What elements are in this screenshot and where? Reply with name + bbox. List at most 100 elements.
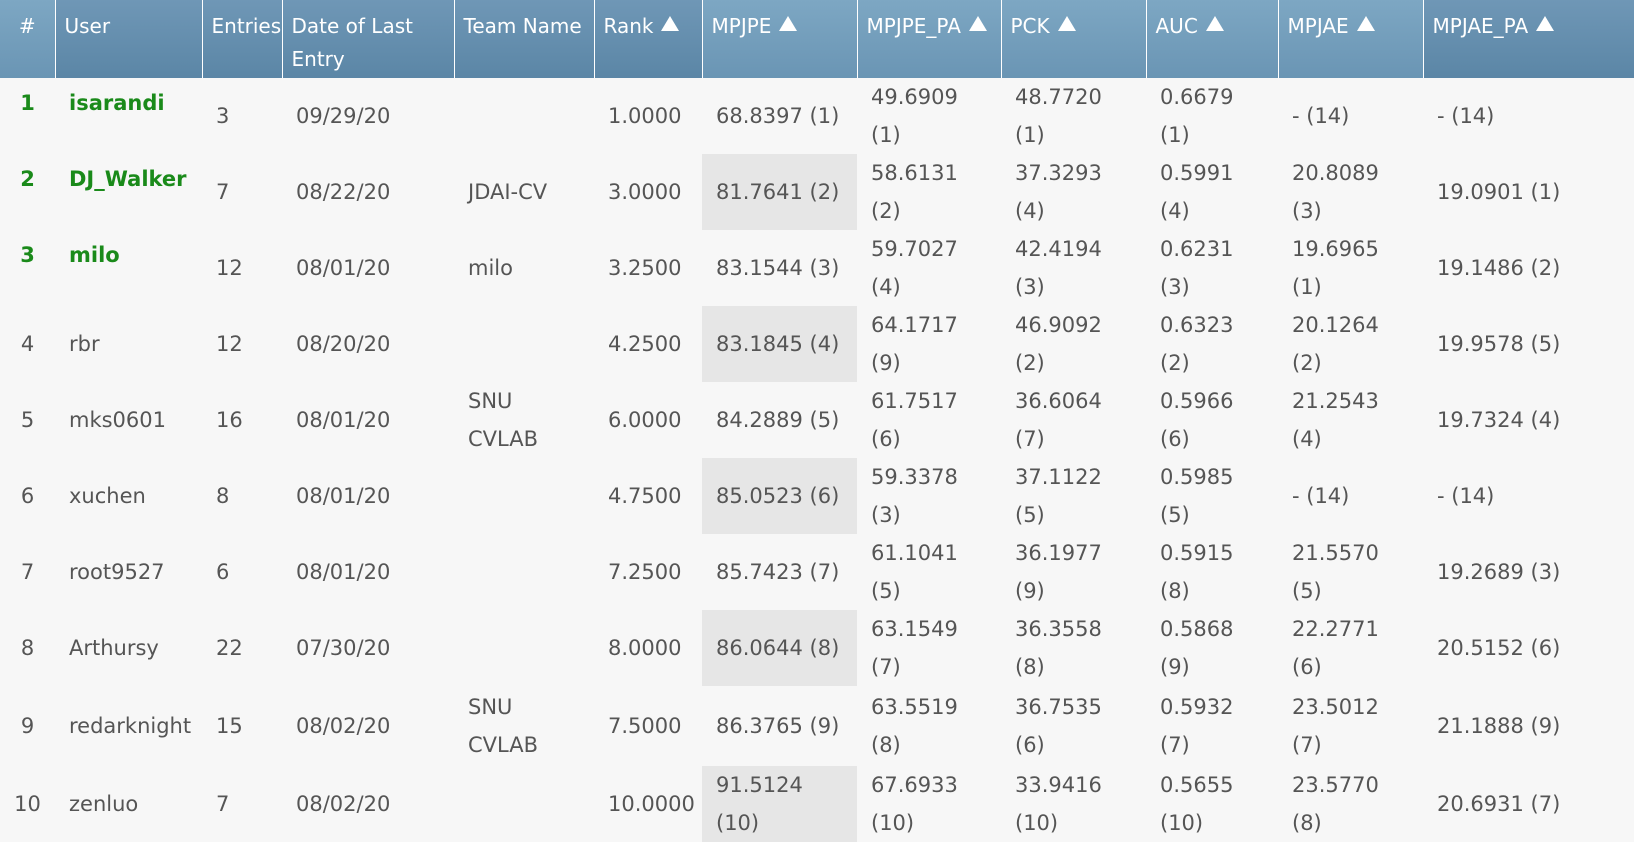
cell-mpjpe-pa: 59.3378 (3) bbox=[871, 465, 958, 527]
cell-mpjpe: 81.7641 (2) bbox=[702, 154, 857, 230]
sort-ascending-icon[interactable] bbox=[661, 16, 680, 31]
cell-user[interactable]: root9527 bbox=[69, 560, 165, 584]
column-header-label: MPJAE bbox=[1287, 14, 1349, 38]
cell-mpjae-pa: 19.0901 (1) bbox=[1437, 180, 1561, 204]
cell-team bbox=[454, 534, 594, 610]
cell-user[interactable]: Arthursy bbox=[69, 636, 159, 660]
column-header-label: MPJPE_PA bbox=[866, 14, 961, 38]
table-row[interactable]: 9 redarknight 15 08/02/20 SNU CVLAB 7.5000 86.… bbox=[0, 686, 1634, 766]
cell-entries: 6 bbox=[216, 560, 230, 584]
cell-mpjpe: 85.7423 (7) bbox=[716, 560, 840, 584]
cell-mpjae-pa: 19.7324 (4) bbox=[1437, 408, 1561, 432]
cell-rank: 6.0000 bbox=[608, 408, 682, 432]
cell-mpjae-pa: 21.1888 (9) bbox=[1437, 714, 1561, 738]
column-header-auc[interactable]: AUC bbox=[1146, 0, 1279, 78]
cell-mpjpe-pa: 49.6909 (1) bbox=[871, 85, 958, 147]
table-row[interactable]: 4 rbr 12 08/20/20 4.2500 83.1845 (4) 64.1717 (… bbox=[0, 306, 1634, 382]
cell-entries: 15 bbox=[216, 714, 243, 738]
table-row[interactable]: 3 milo 12 08/01/20 milo 3.2500 83.1544 (3) 59.7… bbox=[0, 230, 1634, 306]
table-row[interactable]: 8 Arthursy 22 07/30/20 8.0000 86.0644 (8) 63.1… bbox=[0, 610, 1634, 686]
sort-ascending-icon[interactable] bbox=[779, 16, 798, 31]
cell-mpjpe: 85.0523 (6) bbox=[702, 458, 857, 534]
cell-mpjae-pa: - (14) bbox=[1437, 484, 1495, 508]
sort-ascending-icon[interactable] bbox=[968, 16, 987, 31]
cell-entries: 12 bbox=[216, 332, 243, 356]
cell-num: 5 bbox=[20, 408, 35, 432]
cell-team bbox=[454, 766, 594, 842]
sort-ascending-icon[interactable] bbox=[1536, 16, 1555, 31]
cell-mpjpe-pa: 61.7517 (6) bbox=[871, 389, 958, 451]
cell-mpjae-pa: 20.5152 (6) bbox=[1437, 636, 1561, 660]
column-header-label: Team Name bbox=[463, 14, 582, 38]
cell-entries: 3 bbox=[216, 104, 230, 128]
column-header-label: Rank bbox=[603, 14, 654, 38]
cell-team: milo bbox=[468, 256, 513, 280]
cell-mpjae-pa: 20.6931 (7) bbox=[1437, 792, 1561, 816]
table-row[interactable]: 1 isarandi 3 09/29/20 1.0000 68.8397 (1) 49.69… bbox=[0, 78, 1634, 154]
cell-auc: 0.5991 (4) bbox=[1160, 161, 1234, 223]
column-header-rank[interactable]: Rank bbox=[594, 0, 703, 78]
cell-mpjae: 21.5570 (5) bbox=[1292, 541, 1379, 603]
table-row[interactable]: 6 xuchen 8 08/01/20 4.7500 85.0523 (6) 59.3378… bbox=[0, 458, 1634, 534]
table-body: 1 isarandi 3 09/29/20 1.0000 68.8397 (1) 49.69… bbox=[0, 78, 1634, 842]
cell-entries: 7 bbox=[216, 792, 230, 816]
cell-auc: 0.5966 (6) bbox=[1160, 389, 1234, 451]
table-row[interactable]: 2 DJ_Walker 7 08/22/20 JDAI-CV 3.0000 81.7641 … bbox=[0, 154, 1634, 230]
column-header-pck[interactable]: PCK bbox=[1001, 0, 1147, 78]
cell-team bbox=[454, 458, 594, 534]
cell-rank: 3.0000 bbox=[608, 180, 682, 204]
cell-mpjae: 23.5770 (8) bbox=[1292, 773, 1379, 835]
table-row[interactable]: 7 root9527 6 08/01/20 7.2500 85.7423 (7) 61.10… bbox=[0, 534, 1634, 610]
cell-pck: 48.7720 (1) bbox=[1015, 85, 1102, 147]
cell-entries: 8 bbox=[216, 484, 230, 508]
cell-pck: 36.1977 (9) bbox=[1015, 541, 1102, 603]
cell-user[interactable]: redarknight bbox=[69, 714, 192, 738]
cell-entries: 16 bbox=[216, 408, 243, 432]
cell-mpjpe: 68.8397 (1) bbox=[716, 104, 840, 128]
cell-date: 08/20/20 bbox=[296, 332, 391, 356]
cell-auc: 0.5915 (8) bbox=[1160, 541, 1234, 603]
cell-user[interactable]: zenluo bbox=[69, 792, 139, 816]
cell-auc: 0.5985 (5) bbox=[1160, 465, 1234, 527]
cell-mpjpe-pa: 63.1549 (7) bbox=[871, 617, 958, 679]
cell-user[interactable]: milo bbox=[69, 243, 120, 267]
column-header-label: MPJAE_PA bbox=[1432, 14, 1529, 38]
cell-entries: 22 bbox=[216, 636, 243, 660]
cell-entries: 7 bbox=[216, 180, 230, 204]
column-header-mpjpe[interactable]: MPJPE bbox=[702, 0, 858, 78]
cell-user[interactable]: isarandi bbox=[69, 91, 165, 115]
cell-user[interactable]: xuchen bbox=[69, 484, 146, 508]
cell-mpjae-pa: 19.1486 (2) bbox=[1437, 256, 1561, 280]
sort-ascending-icon[interactable] bbox=[1205, 16, 1224, 31]
sort-ascending-icon[interactable] bbox=[1057, 16, 1076, 31]
cell-team: SNU CVLAB bbox=[468, 389, 538, 451]
cell-user[interactable]: DJ_Walker bbox=[69, 167, 187, 191]
cell-team bbox=[454, 78, 594, 154]
cell-num: 7 bbox=[20, 560, 35, 584]
cell-mpjpe-pa: 63.5519 (8) bbox=[871, 695, 958, 757]
cell-date: 08/01/20 bbox=[296, 408, 391, 432]
column-header-label: Date of Last Entry bbox=[291, 14, 413, 71]
column-header-mpjae[interactable]: MPJAE bbox=[1278, 0, 1424, 78]
cell-auc: 0.5932 (7) bbox=[1160, 695, 1234, 757]
cell-rank: 8.0000 bbox=[608, 636, 682, 660]
cell-auc: 0.5868 (9) bbox=[1160, 617, 1234, 679]
cell-date: 08/02/20 bbox=[296, 714, 391, 738]
cell-mpjpe: 86.3765 (9) bbox=[716, 714, 840, 738]
cell-user[interactable]: mks0601 bbox=[69, 408, 167, 432]
cell-pck: 42.4194 (3) bbox=[1015, 237, 1102, 299]
cell-pck: 46.9092 (2) bbox=[1015, 313, 1102, 375]
cell-user[interactable]: rbr bbox=[69, 332, 100, 356]
column-header-mpjae-pa[interactable]: MPJAE_PA bbox=[1423, 0, 1634, 78]
sort-ascending-icon[interactable] bbox=[1356, 16, 1375, 31]
column-header-entries: Entries bbox=[202, 0, 283, 78]
table-row[interactable]: 10 zenluo 7 08/02/20 10.0000 91.5124 (10) 67.6… bbox=[0, 766, 1634, 842]
cell-mpjae: 20.1264 (2) bbox=[1292, 313, 1379, 375]
cell-team bbox=[454, 306, 594, 382]
cell-pck: 37.3293 (4) bbox=[1015, 161, 1102, 223]
column-header-mpjpe-pa[interactable]: MPJPE_PA bbox=[857, 0, 1002, 78]
table-row[interactable]: 5 mks0601 16 08/01/20 SNU CVLAB 6.0000 84.2889… bbox=[0, 382, 1634, 458]
cell-mpjae-pa: 19.9578 (5) bbox=[1437, 332, 1561, 356]
cell-team: JDAI-CV bbox=[468, 180, 548, 204]
